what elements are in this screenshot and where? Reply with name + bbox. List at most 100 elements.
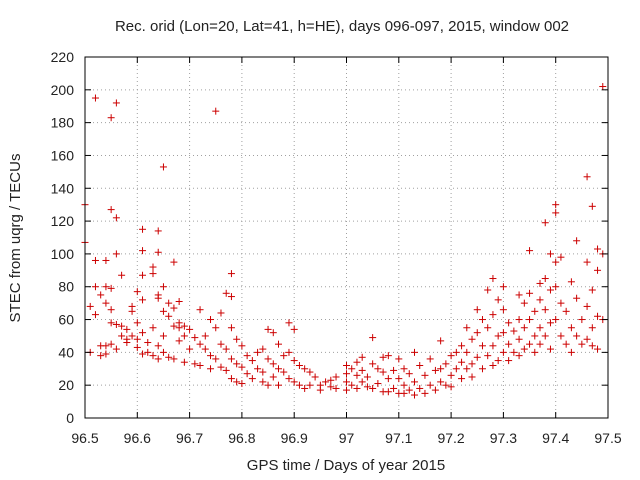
data-point <box>102 283 110 291</box>
data-point <box>384 352 392 360</box>
data-point <box>531 348 539 356</box>
data-point <box>327 383 335 391</box>
data-point <box>531 307 539 315</box>
data-point <box>583 335 591 343</box>
data-point <box>285 319 293 327</box>
data-point <box>416 361 424 369</box>
data-point <box>520 299 528 307</box>
data-point <box>295 381 303 389</box>
data-point <box>316 386 324 394</box>
data-point <box>233 360 241 368</box>
data-point <box>91 256 99 264</box>
data-point <box>112 320 120 328</box>
data-point <box>353 358 361 366</box>
y-tick-label: 140 <box>51 180 75 196</box>
data-point <box>369 384 377 392</box>
data-point <box>510 348 518 356</box>
data-point <box>154 248 162 256</box>
data-point <box>557 332 565 340</box>
data-point <box>536 296 544 304</box>
data-point <box>494 357 502 365</box>
data-point <box>91 283 99 291</box>
data-point <box>421 371 429 379</box>
data-point <box>243 370 251 378</box>
data-point <box>515 352 523 360</box>
data-point <box>489 342 497 350</box>
data-point <box>421 389 429 397</box>
data-point <box>290 357 298 365</box>
data-point <box>139 225 147 233</box>
data-point <box>437 337 445 345</box>
data-point <box>567 348 575 356</box>
data-point <box>442 381 450 389</box>
data-point <box>165 353 173 361</box>
data-point <box>588 324 596 332</box>
data-point <box>552 316 560 324</box>
data-point <box>400 381 408 389</box>
data-point <box>275 381 283 389</box>
y-tick-label: 20 <box>58 377 74 393</box>
data-point <box>133 335 141 343</box>
chart-title: Rec. orid (Lon=20, Lat=41, h=HE), days 0… <box>115 18 569 35</box>
data-point <box>552 283 560 291</box>
data-point <box>175 337 183 345</box>
data-point <box>159 163 167 171</box>
data-point <box>447 371 455 379</box>
data-point <box>484 352 492 360</box>
data-point <box>531 332 539 340</box>
data-point <box>243 352 251 360</box>
y-tick-label: 80 <box>58 279 74 295</box>
data-point <box>91 94 99 102</box>
data-point <box>410 378 418 386</box>
data-point <box>139 247 147 255</box>
data-point <box>515 316 523 324</box>
data-point <box>97 352 105 360</box>
data-point <box>437 378 445 386</box>
data-point <box>180 332 188 340</box>
data-point <box>395 355 403 363</box>
data-point <box>123 339 131 347</box>
data-point <box>306 381 314 389</box>
data-point <box>139 296 147 304</box>
data-point <box>165 299 173 307</box>
data-point <box>275 340 283 348</box>
data-point <box>201 345 209 353</box>
data-point <box>201 332 209 340</box>
data-point <box>379 368 387 376</box>
data-point <box>227 293 235 301</box>
x-tick-label: 97.4 <box>542 430 569 446</box>
data-point <box>546 286 554 294</box>
data-point <box>285 375 293 383</box>
data-point <box>526 316 534 324</box>
data-point <box>541 275 549 283</box>
data-point <box>107 340 115 348</box>
data-point <box>233 335 241 343</box>
data-point <box>557 253 565 261</box>
data-point <box>254 365 262 373</box>
data-point <box>588 202 596 210</box>
data-point <box>374 380 382 388</box>
data-point <box>180 358 188 366</box>
data-point <box>546 319 554 327</box>
data-point <box>102 299 110 307</box>
data-point <box>170 322 178 330</box>
data-point <box>139 329 147 337</box>
data-point <box>170 258 178 266</box>
data-point <box>369 334 377 342</box>
data-point <box>536 340 544 348</box>
data-point <box>489 361 497 369</box>
data-point <box>363 373 371 381</box>
data-point <box>102 350 110 358</box>
data-point <box>123 325 131 333</box>
data-point <box>259 368 267 376</box>
data-point <box>395 375 403 383</box>
data-point <box>594 266 602 274</box>
data-point <box>536 324 544 332</box>
data-point <box>583 173 591 181</box>
data-point <box>238 342 246 350</box>
data-point <box>118 271 126 279</box>
data-point <box>154 342 162 350</box>
data-point <box>144 339 152 347</box>
x-tick-label: 97.5 <box>594 430 621 446</box>
